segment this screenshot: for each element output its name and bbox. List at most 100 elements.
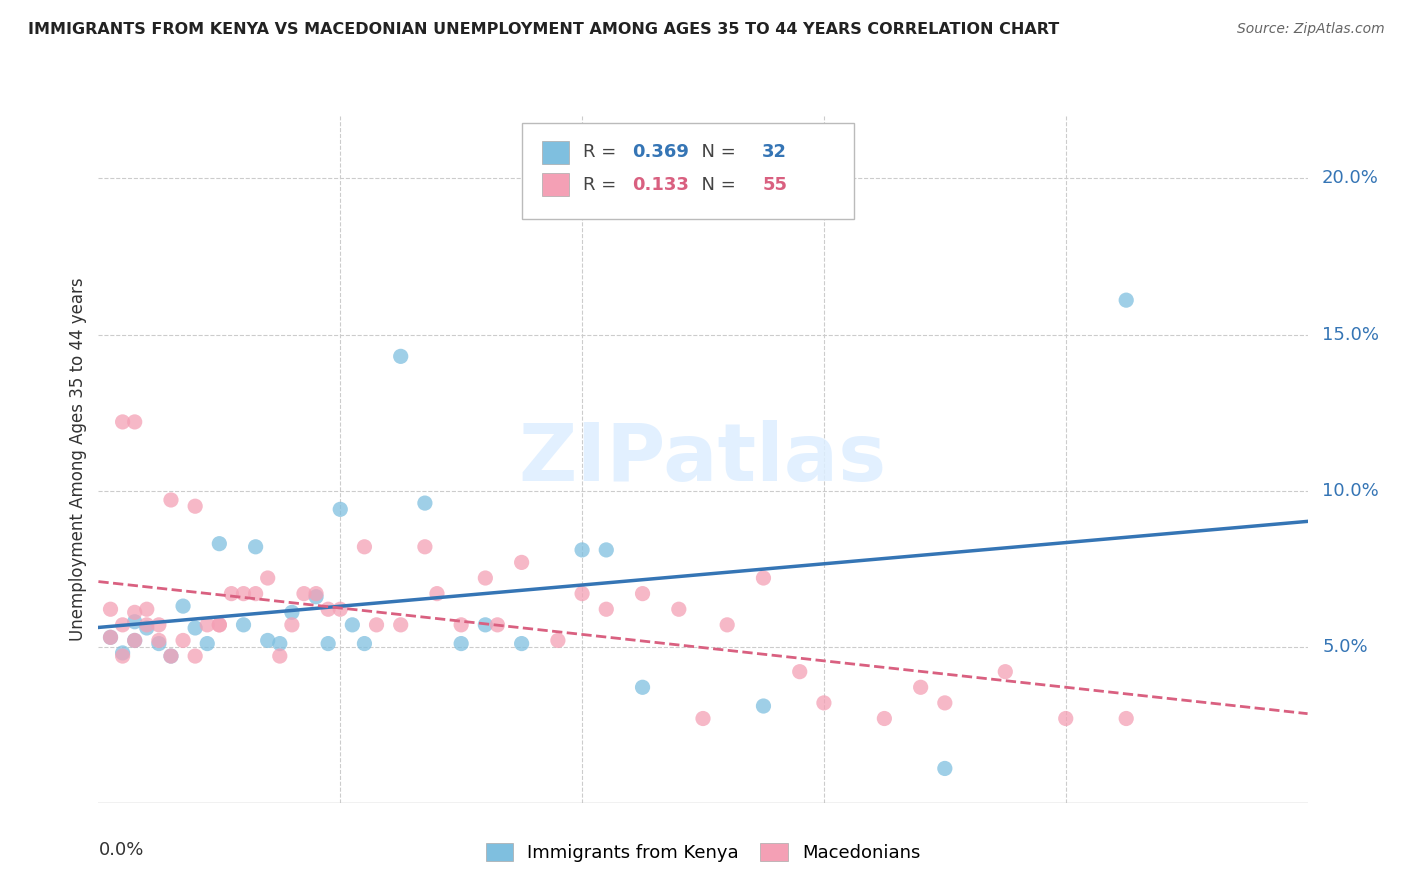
Point [281,617,304,632]
Point [1054,712,1077,726]
Point [305,587,328,601]
Point [100,630,122,644]
Text: N =: N = [690,144,741,161]
Point [100,602,122,616]
Text: R =: R = [583,176,623,194]
Point [389,350,412,364]
Point [208,617,231,632]
Text: 15.0%: 15.0% [1322,326,1379,343]
Point [571,542,593,557]
Text: IMMIGRANTS FROM KENYA VS MACEDONIAN UNEMPLOYMENT AMONG AGES 35 TO 44 YEARS CORRE: IMMIGRANTS FROM KENYA VS MACEDONIAN UNEM… [28,22,1059,37]
Point [474,571,496,585]
Point [208,617,231,632]
Point [124,605,146,619]
Point [124,615,146,629]
Point [413,540,436,554]
Point [292,587,315,601]
Y-axis label: Unemployment Among Ages 35 to 44 years: Unemployment Among Ages 35 to 44 years [69,277,87,641]
Point [148,633,170,648]
Point [595,542,617,557]
Point [172,633,194,648]
Point [135,621,157,635]
Text: 55: 55 [762,176,787,194]
Point [353,637,375,651]
Point [245,540,267,554]
Point [426,587,449,601]
Point [221,587,243,601]
Text: 0.133: 0.133 [631,176,689,194]
Point [595,602,617,616]
Legend: Immigrants from Kenya, Macedonians: Immigrants from Kenya, Macedonians [478,836,928,870]
Point [1115,293,1137,307]
Point [450,617,472,632]
Point [195,617,218,632]
Point [366,617,388,632]
Point [148,617,170,632]
Point [329,602,352,616]
Point [631,587,654,601]
Point [172,599,194,614]
Point [160,492,183,507]
Point [184,500,207,514]
Point [510,555,533,570]
Point [316,637,339,651]
Point [256,633,278,648]
Point [184,649,207,664]
Text: 0.369: 0.369 [631,144,689,161]
Point [631,680,654,694]
Point [547,633,569,648]
Point [813,696,835,710]
Point [994,665,1017,679]
Text: Source: ZipAtlas.com: Source: ZipAtlas.com [1237,22,1385,37]
Text: 32: 32 [762,144,787,161]
Point [111,617,134,632]
FancyBboxPatch shape [522,123,855,219]
Point [111,415,134,429]
Text: 10.0%: 10.0% [1322,482,1379,500]
Point [752,699,775,714]
Point [232,617,254,632]
Point [111,646,134,660]
Point [135,602,157,616]
Point [934,761,956,775]
Point [353,540,375,554]
Point [148,637,170,651]
Point [256,571,278,585]
Text: 5.0%: 5.0% [1322,638,1368,656]
Point [910,680,932,694]
Point [873,712,896,726]
Point [571,587,593,601]
Text: 0.0%: 0.0% [98,840,143,859]
Point [716,617,738,632]
Point [160,649,183,664]
Point [245,587,267,601]
Point [111,649,134,664]
Point [124,633,146,648]
Point [232,587,254,601]
Point [124,415,146,429]
Point [269,637,291,651]
Point [184,621,207,635]
Point [752,571,775,585]
Point [692,712,714,726]
FancyBboxPatch shape [543,173,569,196]
Point [124,633,146,648]
Point [413,496,436,510]
Text: 20.0%: 20.0% [1322,169,1379,187]
Point [316,602,339,616]
Point [450,637,472,651]
Text: N =: N = [690,176,741,194]
Point [934,696,956,710]
Point [329,502,352,516]
Point [305,590,328,604]
Text: R =: R = [583,144,623,161]
Text: ZIPatlas: ZIPatlas [519,420,887,499]
Point [281,605,304,619]
Point [510,637,533,651]
Point [269,649,291,664]
Point [1115,712,1137,726]
Point [135,617,157,632]
Point [789,665,811,679]
Point [486,617,509,632]
Point [160,649,183,664]
